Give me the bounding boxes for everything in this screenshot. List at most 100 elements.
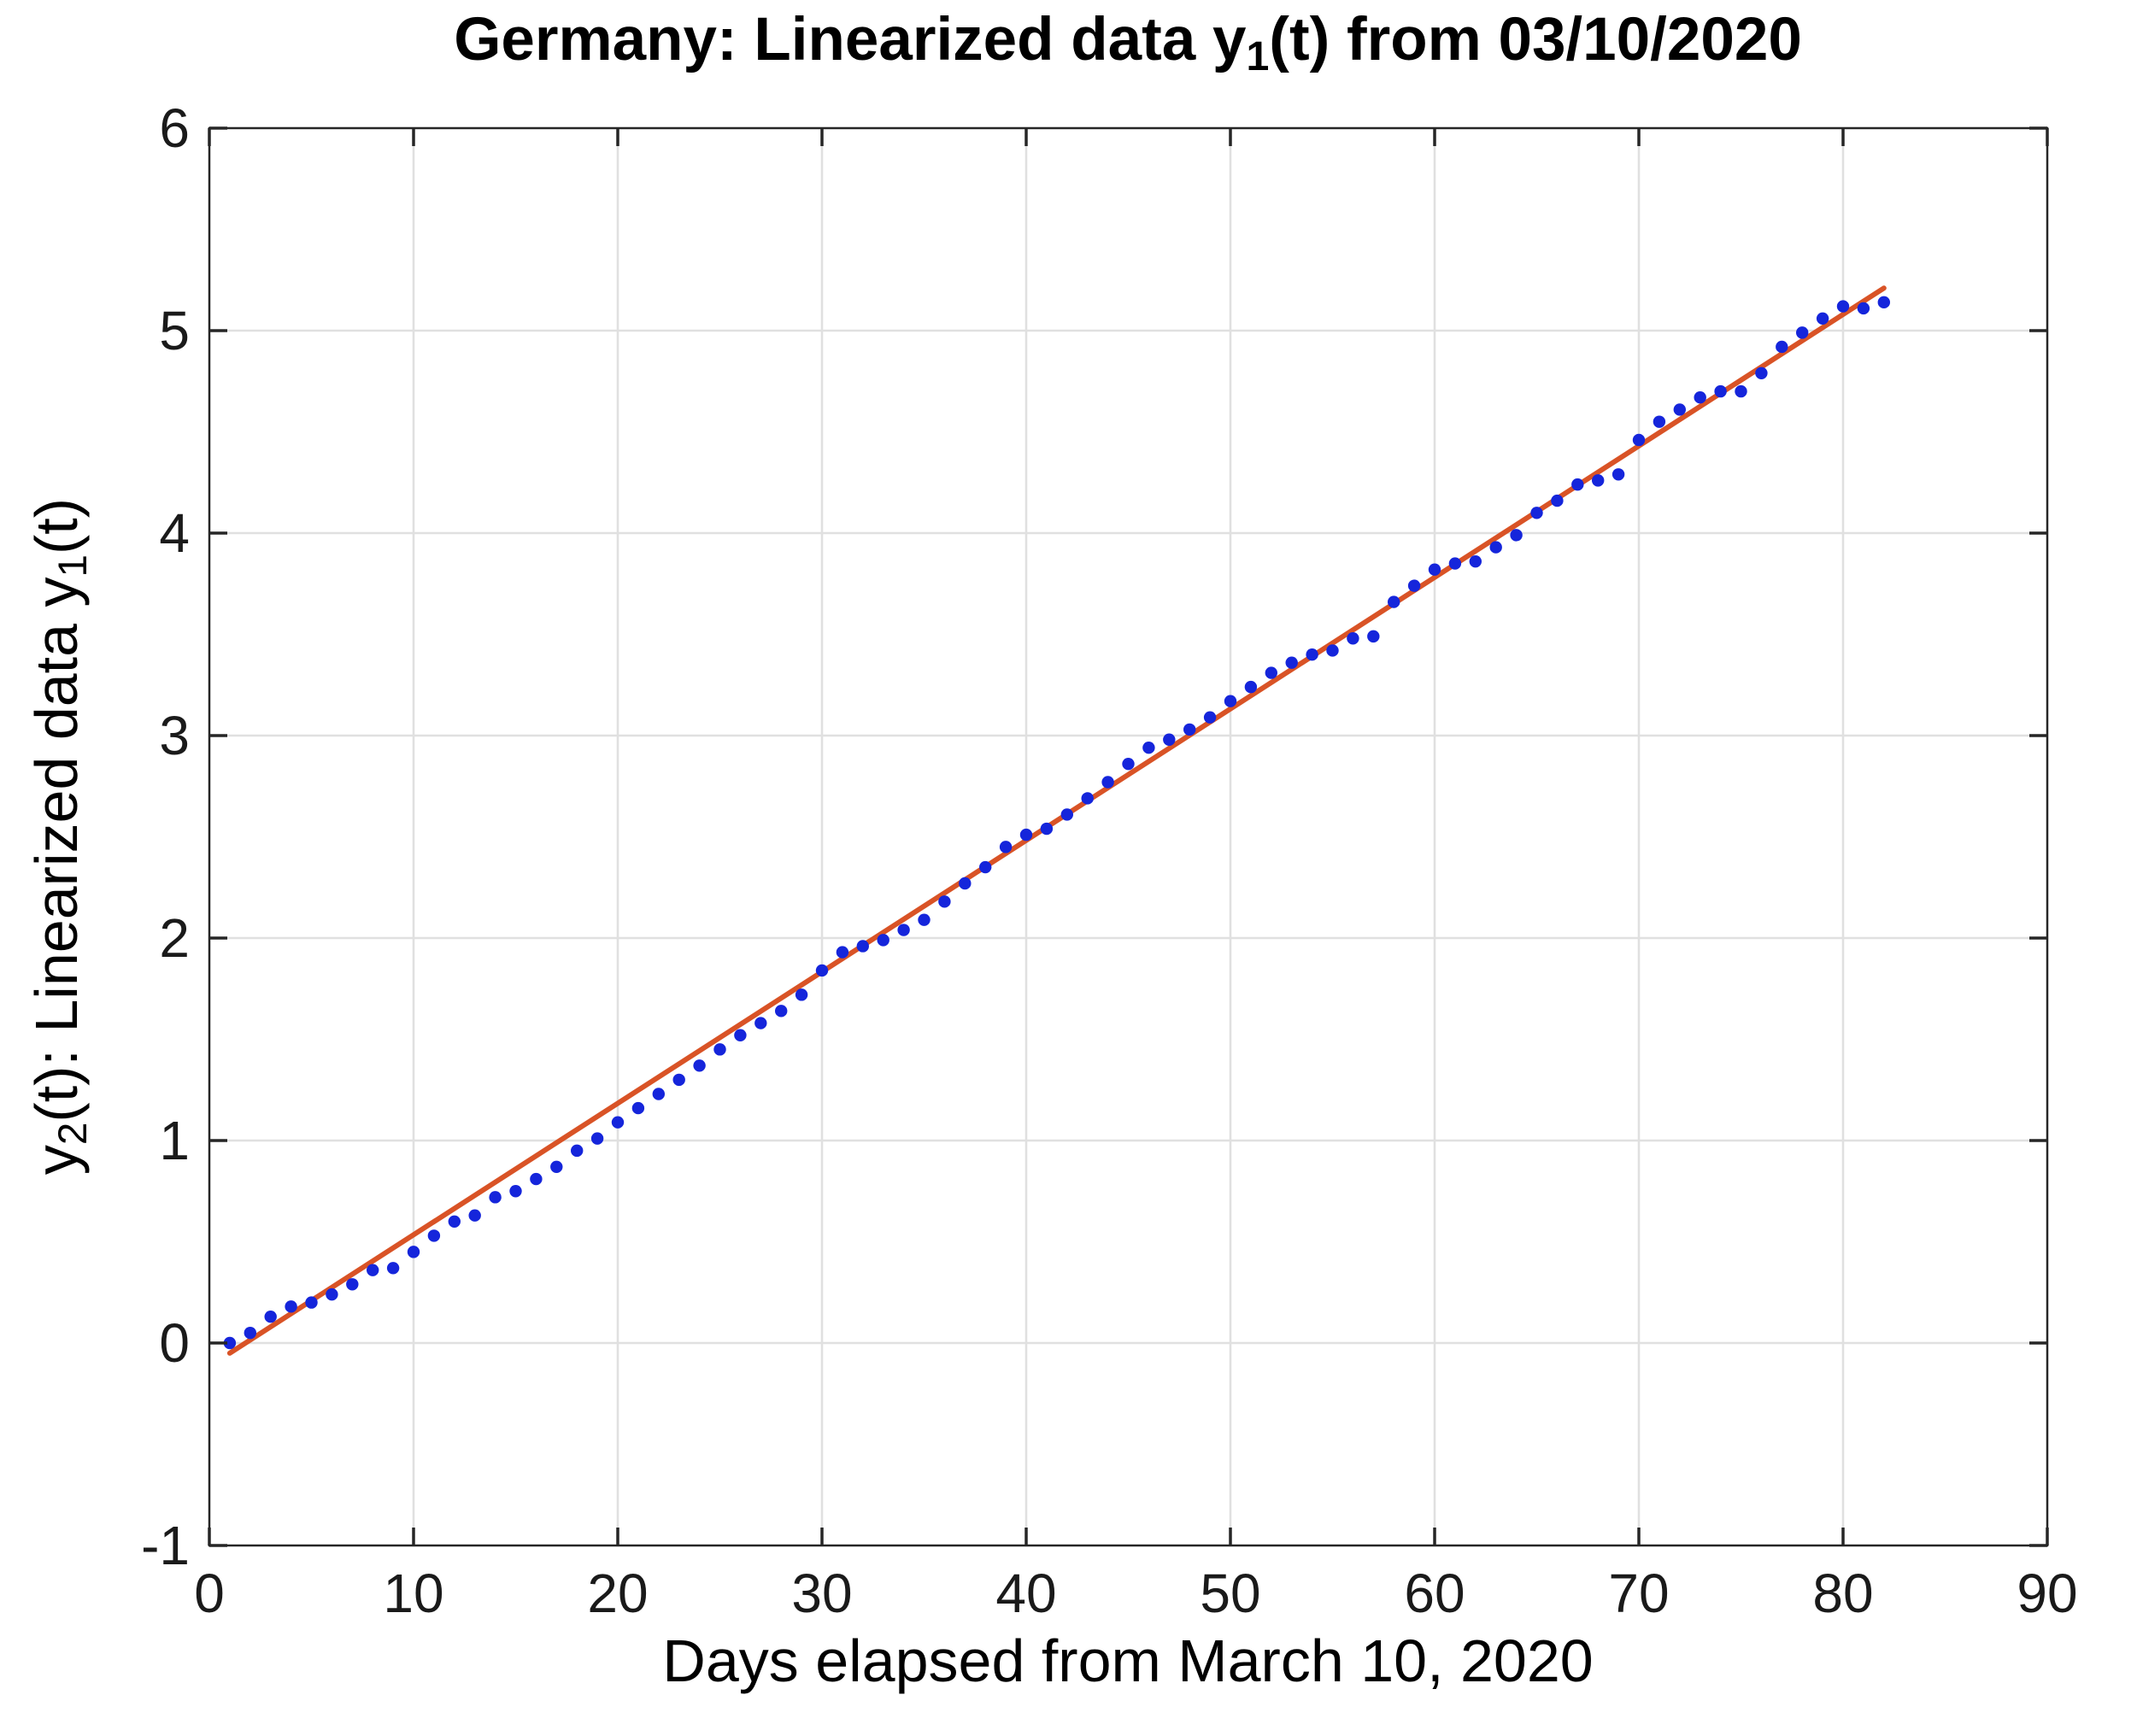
data-point [672,1073,685,1087]
data-point [1347,632,1359,645]
y-tick-label: -1 [141,1515,190,1576]
chart-title-text: Germany: Linearized data y [454,6,1247,73]
data-point [1816,312,1829,325]
data-point [1836,300,1850,313]
chart-title: Germany: Linearized data y1(t) from 03/1… [454,5,1802,79]
data-point [734,1029,747,1041]
data-point [1632,433,1646,447]
data-point [530,1172,543,1186]
data-point [1081,792,1094,805]
data-point [815,964,829,977]
x-tick-label: 0 [194,1563,225,1624]
data-point [1489,541,1502,554]
data-point [1224,695,1237,707]
y-axis-label: y2(t): Linearized data y1(t) [22,498,96,1175]
data-point [448,1215,461,1229]
data-point [938,895,951,908]
data-point [468,1209,481,1222]
data-point [1388,595,1400,608]
x-tick-label: 90 [2017,1563,2078,1624]
data-point [1019,828,1033,842]
plot-frame [208,126,2049,1547]
x-tick-label: 60 [1404,1563,1465,1624]
data-point [407,1246,420,1258]
data-point [1265,666,1278,679]
data-point [999,841,1013,853]
x-tick-label: 20 [587,1563,649,1624]
data-point [693,1059,706,1072]
data-point [897,924,910,936]
data-point [877,934,889,947]
fit-line [226,285,1887,1356]
y-tick-label: 1 [159,1110,190,1171]
data-point [1306,648,1318,661]
data-point [1735,384,1747,398]
x-tick-label: 40 [995,1563,1057,1624]
data-point [1694,391,1706,404]
data-point [652,1088,665,1100]
data-point [1122,757,1135,771]
data-point [1612,468,1625,481]
data-point [1367,630,1380,643]
data-point [1163,733,1176,746]
data-point [1592,474,1605,487]
data-point [305,1296,318,1309]
data-point [285,1300,297,1313]
data-point [1551,494,1564,507]
data-point [1142,742,1155,754]
data-point [346,1278,359,1291]
data-point [1653,415,1666,428]
data-point [571,1144,584,1158]
data-point [1407,579,1421,592]
data-point [713,1043,726,1056]
data-point [1673,403,1687,416]
data-point [1183,723,1196,736]
data-point [1796,326,1809,339]
data-point [979,860,992,874]
data-point [795,988,808,1001]
x-tick-label: 50 [1200,1563,1261,1624]
data-point [754,1017,767,1029]
y-tick-label: 6 [159,97,190,159]
chart-title-subscript: 1 [1246,32,1270,79]
data-point [836,946,849,959]
data-point [1285,656,1298,669]
chart-title-text: (t) from 03/10/2020 [1269,6,1802,73]
data-point [1877,296,1890,309]
data-point [959,877,972,890]
data-point [1776,340,1788,354]
data-point [326,1287,338,1301]
data-point [244,1326,256,1340]
y-tick-label: 5 [159,300,190,361]
data-point [631,1101,645,1115]
data-point [550,1160,563,1174]
data-point [611,1116,625,1129]
data-point [1203,711,1217,724]
data-point [264,1310,277,1323]
y-tick-label: 4 [159,502,190,564]
y-tick-label: 2 [159,907,190,969]
data-point [1510,529,1523,542]
data-point [1040,822,1054,836]
data-point [509,1185,522,1198]
data-point [918,913,931,926]
x-tick-label: 10 [383,1563,444,1624]
data-point [1101,776,1114,789]
data-point [1530,507,1543,519]
data-point [1060,808,1074,821]
y-tick-label: 3 [159,705,190,766]
data-point [856,940,869,953]
data-point [1469,554,1482,568]
y-tick-label: 0 [159,1312,190,1374]
data-point [1857,302,1870,315]
data-point [1714,384,1727,398]
data-point [386,1262,400,1275]
data-point [223,1336,237,1350]
data-point [1326,644,1339,657]
x-axis-label: Days elapsed from March 10, 2020 [662,1628,1594,1694]
data-point [367,1264,379,1276]
data-point [1571,478,1584,491]
data-point [1755,367,1768,379]
